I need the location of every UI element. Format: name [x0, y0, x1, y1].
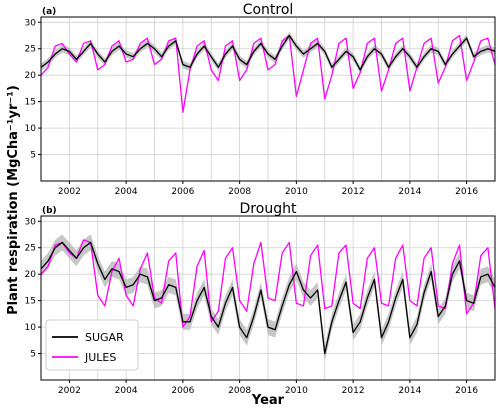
plot-frame — [40, 215, 496, 381]
uncertainty-band — [41, 234, 495, 362]
y-tick-label: 15 — [25, 297, 36, 307]
series-layer — [40, 34, 496, 113]
y-tick-label: 20 — [25, 270, 37, 280]
y-tick-label: 30 — [25, 18, 37, 28]
uncertainty-band-area — [41, 234, 495, 362]
x-tick-label: 2012 — [342, 187, 365, 197]
y-tick-label: 20 — [25, 71, 37, 81]
series-line-jules — [40, 34, 496, 113]
plot-frame — [40, 16, 496, 182]
panel-control: Control (a) 5 10 15 20 25 30 2002 2004 2006 2008 2… — [25, 2, 496, 197]
y-tick-label: 15 — [25, 98, 36, 108]
y-tick-label: 30 — [25, 217, 37, 227]
y-tick-label: 25 — [25, 45, 36, 55]
y-tick-label: 5 — [30, 151, 36, 161]
panel-title: Control — [243, 2, 294, 18]
x-tick-label: 2002 — [58, 187, 81, 197]
x-tick-label: 2006 — [171, 386, 194, 396]
y-tick-label: 25 — [25, 244, 36, 254]
series-line-sugar — [40, 241, 496, 355]
x-tick-label: 2004 — [115, 386, 138, 396]
x-tick-label: 2008 — [228, 187, 251, 197]
x-tick-label: 2008 — [228, 386, 251, 396]
grid — [41, 17, 495, 181]
x-tick-label: 2010 — [285, 386, 308, 396]
x-tick-label: 2004 — [115, 187, 138, 197]
panel-title: Drought — [240, 201, 297, 217]
x-tick-label: 2012 — [342, 386, 365, 396]
y-tick-label: 10 — [25, 323, 37, 333]
x-tick-label: 2016 — [455, 187, 478, 197]
ticks: 5 10 15 20 25 30 2002 2004 2006 2008 2010 2012 2014 2… — [25, 18, 479, 197]
series-line-sugar — [40, 34, 496, 71]
panel-drought: Drought (b) 5 10 15 20 25 30 2002 2004 2006 2008 2… — [25, 201, 496, 396]
x-axis-label: Year — [251, 393, 285, 408]
y-tick-label: 5 — [30, 350, 36, 360]
x-tick-label: 2014 — [398, 386, 421, 396]
legend: SUGAR JULES — [45, 319, 139, 371]
x-tick-label: 2016 — [455, 386, 478, 396]
y-axis-label: Plant respiration (MgCha⁻¹yr⁻¹) — [6, 85, 21, 315]
series-layer — [40, 239, 496, 355]
x-tick-label: 2006 — [171, 187, 194, 197]
uncertainty-band — [41, 31, 495, 74]
uncertainty-band-area — [41, 31, 495, 74]
ticks: 5 10 15 20 25 30 2002 2004 2006 2008 2010 2012 2014 2… — [25, 217, 479, 396]
x-tick-label: 2010 — [285, 187, 308, 197]
y-tick-label: 10 — [25, 124, 37, 134]
panel-letter: (b) — [42, 206, 57, 216]
legend-label-sugar: SUGAR — [85, 331, 124, 344]
x-tick-label: 2002 — [58, 386, 81, 396]
series-line-jules — [40, 239, 496, 328]
panel-letter: (a) — [42, 7, 56, 17]
legend-label-jules: JULES — [84, 351, 116, 364]
x-tick-label: 2014 — [398, 187, 421, 197]
